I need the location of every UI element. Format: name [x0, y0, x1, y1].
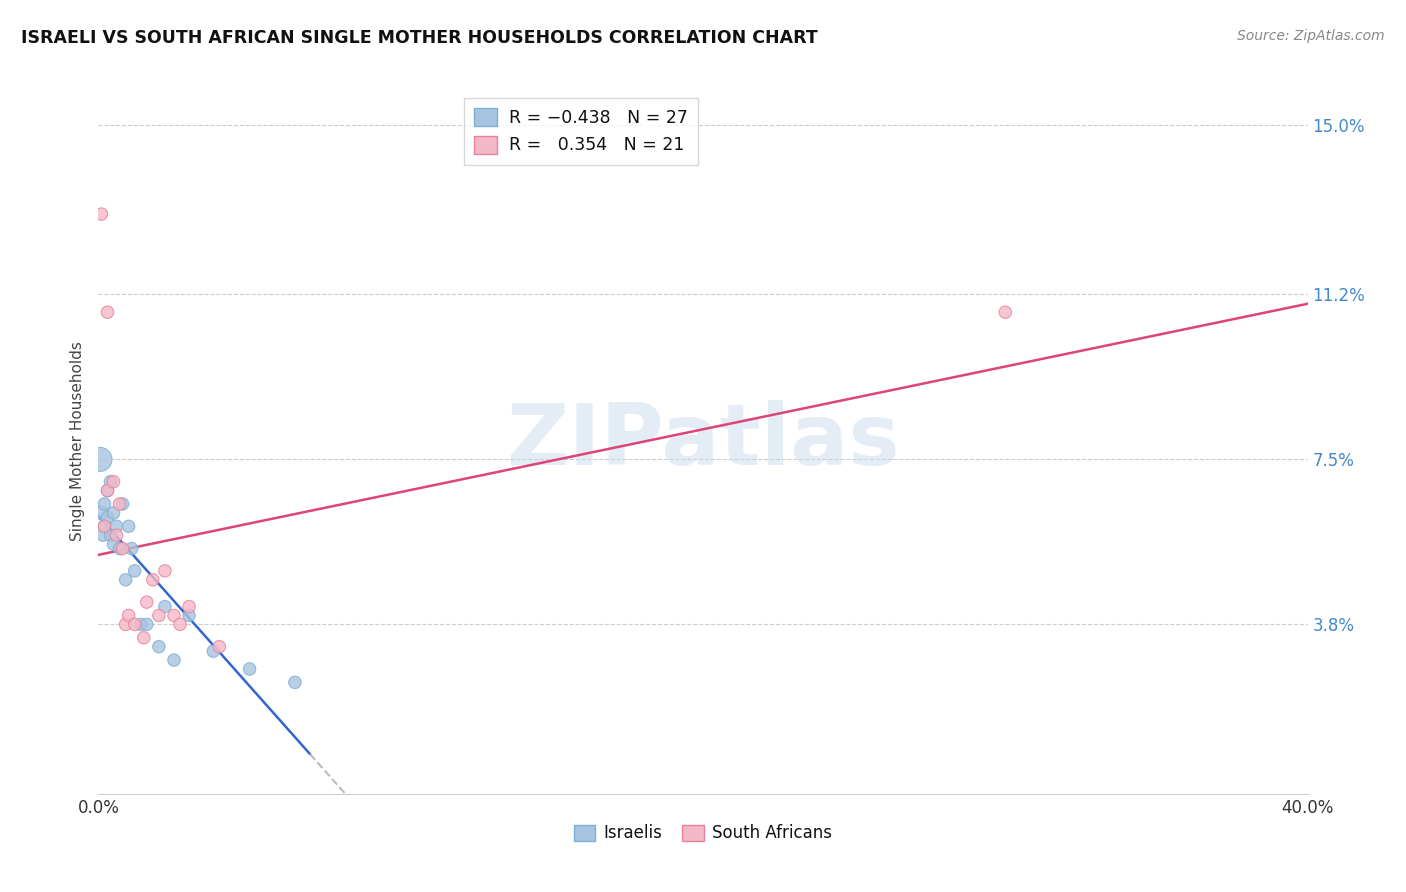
- Text: ISRAELI VS SOUTH AFRICAN SINGLE MOTHER HOUSEHOLDS CORRELATION CHART: ISRAELI VS SOUTH AFRICAN SINGLE MOTHER H…: [21, 29, 818, 46]
- Point: [118, 519, 141, 533]
- Point: [89, 452, 111, 467]
- Point: [100, 475, 122, 489]
- Point: [108, 541, 131, 556]
- Point: [208, 640, 231, 654]
- Point: [111, 497, 134, 511]
- Point: [124, 564, 146, 578]
- Point: [96, 483, 118, 498]
- Point: [148, 640, 170, 654]
- Point: [103, 537, 125, 551]
- Point: [93, 519, 115, 533]
- Point: [105, 519, 128, 533]
- Point: [105, 528, 128, 542]
- Point: [93, 497, 115, 511]
- Point: [90, 207, 112, 221]
- Text: ZIPatlas: ZIPatlas: [506, 400, 900, 483]
- Point: [103, 506, 125, 520]
- Point: [202, 644, 225, 658]
- Point: [118, 608, 141, 623]
- Point: [284, 675, 307, 690]
- Point: [239, 662, 262, 676]
- Point: [135, 595, 157, 609]
- Point: [179, 608, 201, 623]
- Y-axis label: Single Mother Households: Single Mother Households: [69, 342, 84, 541]
- Point: [169, 617, 191, 632]
- Point: [91, 528, 114, 542]
- Point: [114, 573, 136, 587]
- Point: [121, 541, 143, 556]
- Point: [153, 564, 176, 578]
- Point: [148, 608, 170, 623]
- Point: [129, 617, 152, 632]
- Point: [142, 573, 165, 587]
- Point: [153, 599, 176, 614]
- Point: [96, 305, 118, 319]
- Point: [124, 617, 146, 632]
- Point: [132, 631, 155, 645]
- Point: [90, 506, 112, 520]
- Legend: Israelis, South Africans: Israelis, South Africans: [567, 818, 839, 849]
- Point: [103, 475, 125, 489]
- Point: [163, 653, 186, 667]
- Point: [114, 617, 136, 632]
- Point: [179, 599, 201, 614]
- Point: [994, 305, 1017, 319]
- Point: [100, 528, 122, 542]
- Point: [96, 510, 118, 524]
- Point: [163, 608, 186, 623]
- Text: Source: ZipAtlas.com: Source: ZipAtlas.com: [1237, 29, 1385, 43]
- Point: [135, 617, 157, 632]
- Point: [96, 483, 118, 498]
- Point: [108, 497, 131, 511]
- Point: [93, 519, 115, 533]
- Point: [111, 541, 134, 556]
